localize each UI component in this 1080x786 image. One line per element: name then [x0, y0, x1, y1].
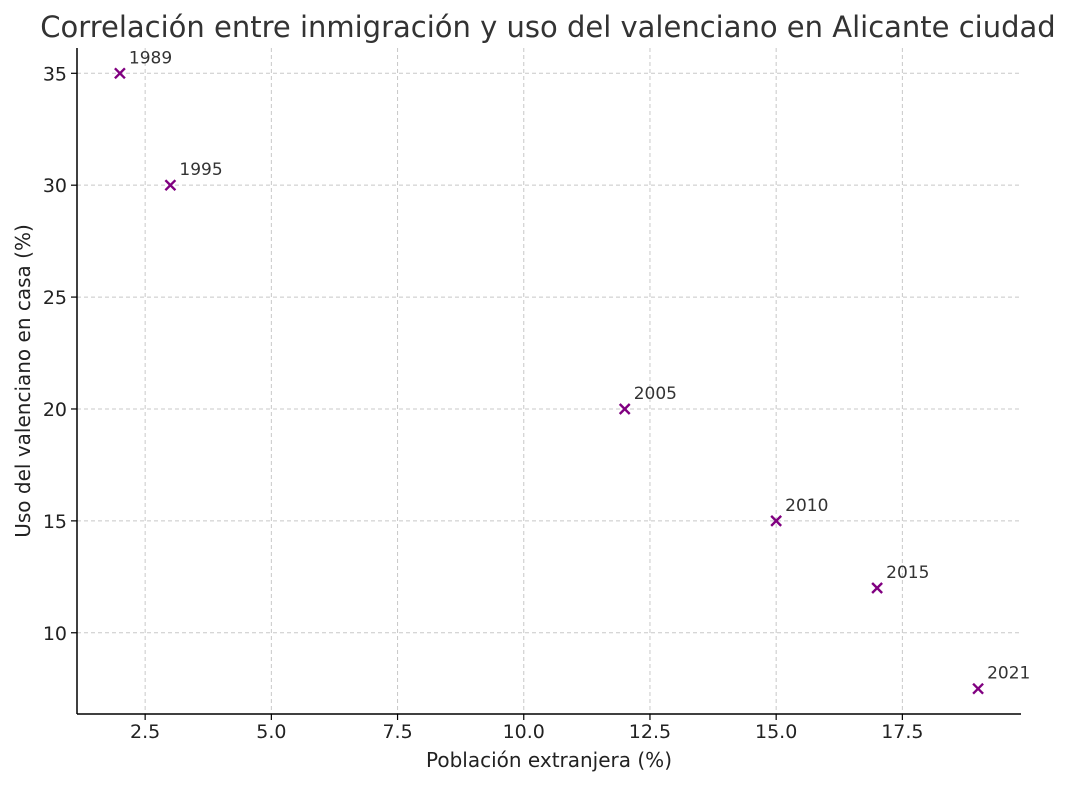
x-tick-label: 12.5 — [629, 721, 671, 743]
x-tick-label: 10.0 — [503, 721, 545, 743]
point-label: 2005 — [634, 384, 677, 404]
axes — [76, 48, 1021, 715]
grid-lines — [77, 48, 1021, 714]
point-label: 2021 — [987, 664, 1030, 684]
x-tick-label: 17.5 — [881, 721, 923, 743]
y-tick-label: 15 — [43, 511, 67, 533]
data-point — [972, 682, 984, 695]
data-point — [871, 582, 883, 594]
y-tick-label: 10 — [43, 623, 67, 645]
y-tick-label: 35 — [43, 63, 67, 85]
data-points: 1989 1995 2005 2010 2015 2021 — [114, 48, 1030, 695]
axis-ticks: 2.5 5.0 7.5 10.0 12.5 15.0 17.5 10 15 20 25 30 35 — [43, 63, 924, 743]
y-tick-label: 30 — [43, 175, 67, 197]
y-tick-label: 25 — [43, 287, 67, 309]
y-tick-label: 20 — [43, 399, 67, 421]
x-tick-label: 7.5 — [382, 721, 412, 743]
point-label: 2015 — [886, 563, 929, 583]
point-label: 2010 — [785, 496, 828, 516]
y-axis-label: Uso del valenciano en casa (%) — [11, 224, 35, 538]
x-tick-label: 15.0 — [755, 721, 797, 743]
data-point — [618, 403, 631, 415]
data-point — [164, 179, 177, 192]
point-label: 1989 — [129, 48, 172, 68]
data-point — [114, 67, 126, 80]
data-point — [770, 515, 783, 527]
point-label: 1995 — [179, 160, 222, 180]
x-axis-label: Población extranjera (%) — [426, 748, 672, 772]
x-tick-label: 2.5 — [130, 721, 160, 743]
chart-title: Correlación entre inmigración y uso del … — [40, 10, 1055, 44]
x-tick-label: 5.0 — [256, 721, 286, 743]
